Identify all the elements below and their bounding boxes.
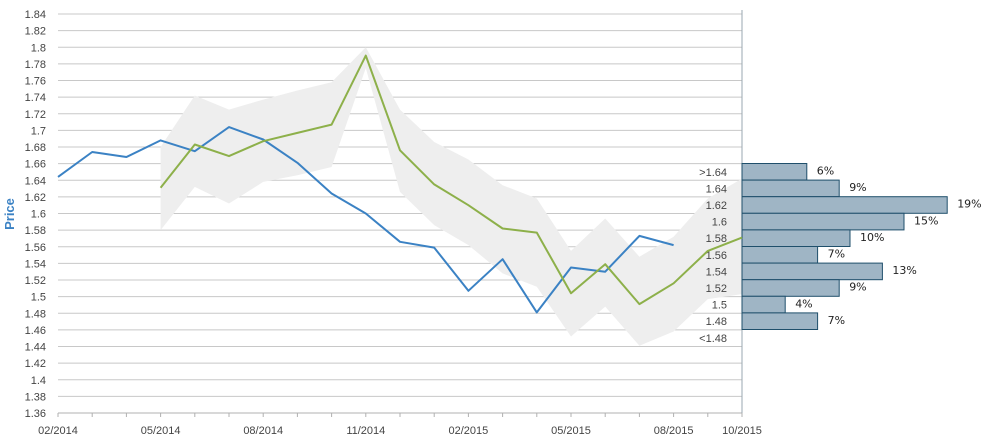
distribution-bar [741, 262, 883, 281]
distribution-bar-pct: 6% [817, 165, 834, 178]
series-lines [57, 54, 743, 314]
distribution-bar [741, 163, 808, 181]
x-tick-label: 05/2015 [551, 425, 591, 437]
y-tick-label: 1.54 [25, 258, 46, 270]
distribution-bin-label: 1.52 [706, 283, 727, 295]
distribution-bar [741, 179, 840, 198]
y-tick-label: 1.66 [25, 159, 46, 171]
distribution-bin-label: 1.62 [706, 200, 727, 212]
y-tick-label: 1.58 [25, 225, 46, 237]
y-tick-label: 1.64 [25, 175, 46, 187]
series-line-2 [159, 54, 743, 306]
y-tick-label: 1.76 [25, 76, 46, 88]
distribution-bin-label: >1.64 [699, 167, 727, 179]
distribution-bar-pct: 7% [828, 248, 845, 261]
y-tick-label: 1.44 [25, 342, 46, 354]
y-tick-label: 1.46 [25, 325, 46, 337]
y-tick-label: 1.72 [25, 109, 46, 121]
y-tick-label: 1.52 [25, 275, 46, 287]
y-tick-label: 1.36 [25, 408, 46, 420]
distribution-bin-label: 1.48 [706, 316, 727, 328]
distribution-bin-label: 1.56 [706, 250, 727, 262]
distribution-bar [741, 246, 819, 264]
distribution-bin-label: 1.58 [706, 233, 727, 245]
y-tick-label: 1.62 [25, 192, 46, 204]
distribution-bar [741, 196, 948, 214]
distribution-bin-label: 1.5 [712, 300, 727, 312]
y-tick-label: 1.48 [25, 308, 46, 320]
distribution-bin-label: 1.64 [706, 183, 727, 195]
y-tick-label: 1.4 [31, 375, 46, 387]
x-tick-labels: 02/2014 05/2014 08/2014 11/2014 02/2015 05/20… [38, 425, 762, 437]
x-tick-label: 05/2014 [141, 425, 181, 437]
y-tick-label: 1.68 [25, 142, 46, 154]
distribution-bar [741, 212, 905, 231]
distribution-bar-pct: 13% [892, 264, 916, 277]
distribution-bar-pct: 9% [849, 281, 866, 294]
distribution-bar-pct: 9% [849, 181, 866, 194]
x-tick-label: 02/2014 [38, 425, 78, 437]
y-tick-labels: 1.84 1.82 1.8 1.78 1.76 1.74 1.72 1.7 1.68 1.66 1.… [25, 9, 46, 420]
y-tick-label: 1.6 [31, 209, 46, 221]
y-tick-label: 1.56 [25, 242, 46, 254]
y-tick-label: 1.78 [25, 59, 46, 71]
y-tick-label: 1.38 [25, 391, 46, 403]
distribution-bar [741, 295, 786, 314]
x-tick-label: 10/2015 [722, 425, 762, 437]
x-tick-label: 08/2015 [654, 425, 694, 437]
distribution-bin-label: <1.48 [699, 333, 727, 345]
distribution-bar [741, 229, 851, 247]
distribution-bar [741, 312, 819, 330]
distribution-bar-pct: 19% [957, 198, 981, 211]
x-tick-label: 02/2015 [449, 425, 489, 437]
distribution-bin-label: 1.6 [712, 217, 727, 229]
price-distribution: >1.64 6% 1.64 9% 1.62 19% 1.6 15% 1.58 10% 1.56 7% 1… [699, 163, 982, 345]
y-tick-label: 1.7 [31, 125, 46, 137]
y-tick-label: 1.74 [25, 92, 46, 104]
x-tick-label: 11/2014 [346, 425, 385, 437]
distribution-bar [741, 279, 840, 297]
distribution-bar-pct: 7% [828, 314, 845, 327]
y-tick-label: 1.42 [25, 358, 46, 370]
y-tick-label: 1.8 [31, 42, 46, 54]
y-tick-label: 1.5 [31, 292, 46, 304]
distribution-bar-pct: 4% [795, 297, 812, 310]
distribution-bar-pct: 15% [914, 214, 938, 227]
series-line-1 [57, 126, 674, 314]
distribution-bin-label: 1.54 [706, 266, 727, 278]
y-tick-label: 1.82 [25, 26, 46, 38]
distribution-bar-pct: 10% [860, 231, 884, 244]
y-tick-label: 1.84 [25, 9, 46, 21]
x-tick-label: 08/2014 [243, 425, 283, 437]
y-axis-title: Price [2, 198, 17, 230]
